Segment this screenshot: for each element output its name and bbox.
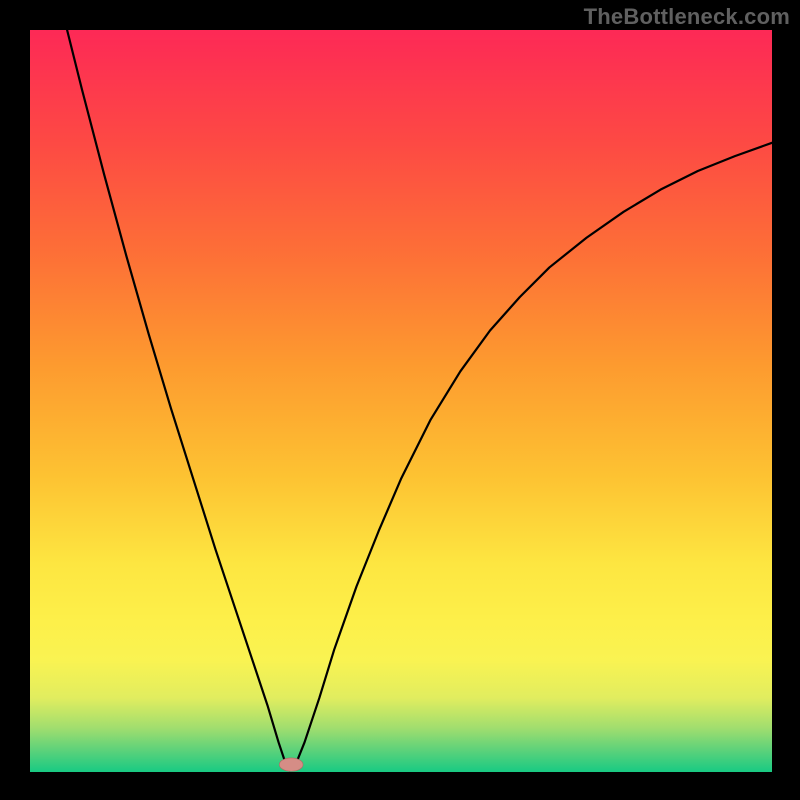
chart-frame: TheBottleneck.com	[0, 0, 800, 800]
gradient-background	[30, 30, 772, 772]
optimum-marker	[279, 758, 303, 771]
bottleneck-curve-chart	[30, 30, 772, 772]
plot-area	[30, 30, 772, 772]
attribution-watermark: TheBottleneck.com	[584, 4, 790, 30]
